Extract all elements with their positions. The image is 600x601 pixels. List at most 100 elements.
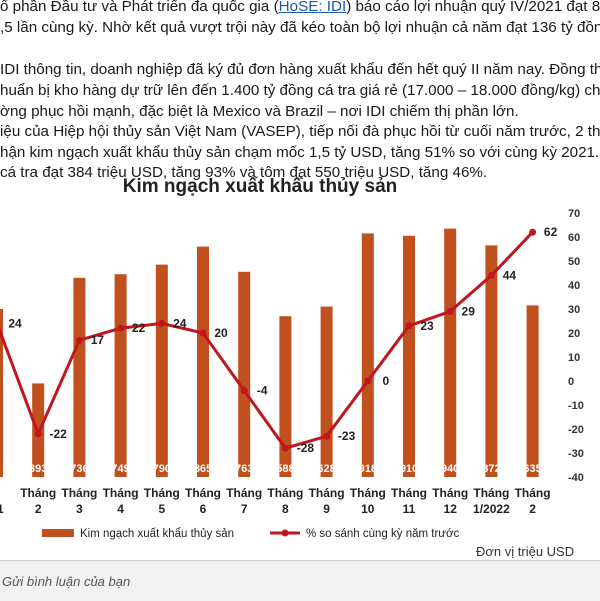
- bar: [279, 316, 291, 477]
- yoy-label: 44: [503, 268, 517, 282]
- bar-value-label: 940: [441, 463, 459, 475]
- x-tick-label: 3: [76, 502, 83, 516]
- yoy-point: [323, 433, 330, 440]
- hose-idi-link[interactable]: HoSE: IDI: [279, 0, 347, 15]
- yoy-point: [117, 325, 124, 332]
- bar-value-label: 749: [111, 463, 129, 475]
- yoy-point: [35, 430, 42, 437]
- yoy-label: 24: [173, 316, 187, 330]
- article-line-5: ờng phục hồi mạnh, đặc biệt là Mexico và…: [0, 103, 519, 120]
- x-tick-label: 1/2022: [473, 502, 510, 516]
- yoy-point: [282, 445, 289, 452]
- y-tick-label: -30: [568, 448, 584, 460]
- bar-value-label: 635: [523, 463, 541, 475]
- y-tick-label: 10: [568, 352, 580, 364]
- x-tick-label: 5: [158, 502, 165, 516]
- yoy-point: [158, 320, 165, 327]
- bar-value-label: 790: [153, 463, 171, 475]
- bar-value-label: 588: [276, 463, 294, 475]
- y-tick-label: 70: [568, 208, 580, 220]
- bar: [444, 229, 456, 477]
- yoy-point: [76, 337, 83, 344]
- x-tick-label-top: Tháng: [473, 486, 509, 500]
- yoy-label: 23: [420, 319, 434, 333]
- yoy-label: 29: [462, 304, 476, 318]
- yoy-label: 20: [214, 326, 228, 340]
- x-tick-label: 11: [403, 502, 416, 516]
- legend-line-marker: [282, 530, 289, 537]
- y-tick-label: 20: [568, 328, 580, 340]
- bar: [238, 272, 250, 477]
- y-tick-label: -10: [568, 400, 584, 412]
- x-tick-label-top: Tháng: [432, 486, 468, 500]
- article-line-7: hận kim ngạch xuất khẩu thủy sản chạm mố…: [0, 144, 600, 161]
- x-tick-label-top: Tháng: [144, 486, 180, 500]
- x-tick-label: 8: [282, 502, 289, 516]
- article-line-4: huẩn bị kho hàng dự trữ lên đến 1.400 tỷ…: [0, 82, 600, 99]
- x-tick-label: 12: [444, 502, 458, 516]
- x-tick-label-top: Tháng: [185, 486, 221, 500]
- x-tick-label-top: Tháng: [309, 486, 345, 500]
- x-tick-label-top: Tháng: [103, 486, 139, 500]
- article-line-2: ,5 lần cùng kỳ. Nhờ kết quả vượt trội nà…: [0, 19, 600, 36]
- article-line-1: ổ phần Đầu tư và Phát triển đa quốc gia …: [0, 0, 600, 15]
- legend-line-label: % so sánh cùng kỳ năm trước: [306, 528, 460, 540]
- comment-input[interactable]: Gửi bình luận của bạn: [2, 574, 130, 589]
- x-tick-label-top: Tháng: [350, 486, 386, 500]
- bar-value-label: 872: [482, 463, 500, 475]
- bar-value-label: 918: [359, 463, 377, 475]
- article-line-3: IDI thông tin, doanh nghiệp đã ký đủ đơn…: [0, 61, 600, 78]
- bar: [197, 247, 209, 477]
- bar-value-label: 763: [235, 463, 253, 475]
- export-chart: 706050403020100-10-20-30-401393736749790…: [0, 195, 600, 560]
- y-tick-label: 30: [568, 304, 580, 316]
- bar: [156, 265, 168, 477]
- x-tick-label-top: Tháng: [267, 486, 303, 500]
- y-tick-label: 50: [568, 256, 580, 268]
- y-tick-label: -20: [568, 424, 584, 436]
- yoy-label: 22: [132, 321, 146, 335]
- article-line-6: iệu của Hiệp hội thủy sản Việt Nam (VASE…: [0, 123, 600, 140]
- x-tick-label: 21: [0, 502, 4, 516]
- x-tick-label: 9: [323, 502, 330, 516]
- bar-value-label: 865: [194, 463, 212, 475]
- yoy-label: 24: [8, 316, 22, 330]
- x-tick-label-top: Tháng: [61, 486, 97, 500]
- y-tick-label: 0: [568, 376, 574, 388]
- x-tick-label-top: Tháng: [515, 486, 551, 500]
- yoy-label: -4: [257, 384, 268, 398]
- x-tick-label: 2: [35, 502, 42, 516]
- yoy-point: [241, 387, 248, 394]
- x-tick-label-top: Tháng: [226, 486, 262, 500]
- bar: [527, 305, 539, 477]
- yoy-label: 17: [91, 333, 105, 347]
- bar-value-label: 393: [29, 463, 47, 475]
- yoy-label: -22: [50, 427, 68, 441]
- bar: [403, 236, 415, 477]
- legend-bar-label: Kim ngạch xuất khẩu thủy sản: [80, 528, 234, 540]
- bar: [73, 278, 85, 477]
- yoy-point: [406, 322, 413, 329]
- legend-bar-swatch: [42, 529, 74, 537]
- yoy-label: -28: [297, 441, 315, 455]
- yoy-point: [488, 272, 495, 279]
- x-tick-label: 7: [241, 502, 248, 516]
- yoy-point: [447, 308, 454, 315]
- x-tick-label-top: Tháng: [391, 486, 427, 500]
- yoy-label: 0: [382, 374, 389, 388]
- bar-value-label: 736: [70, 463, 88, 475]
- y-tick-label: -40: [568, 472, 584, 484]
- y-tick-label: 60: [568, 232, 580, 244]
- yoy-label: -23: [338, 429, 356, 443]
- x-tick-label: 10: [361, 502, 375, 516]
- yoy-point: [529, 229, 536, 236]
- bar: [115, 274, 127, 477]
- bar: [362, 233, 374, 477]
- x-tick-label-top: Tháng: [20, 486, 56, 500]
- bar: [321, 307, 333, 477]
- x-tick-label: 6: [200, 502, 207, 516]
- unit-note: Đơn vị triệu USD: [476, 544, 574, 559]
- x-tick-label: 4: [117, 502, 124, 516]
- bar-value-label: 628: [317, 463, 335, 475]
- yoy-label: 62: [544, 225, 558, 239]
